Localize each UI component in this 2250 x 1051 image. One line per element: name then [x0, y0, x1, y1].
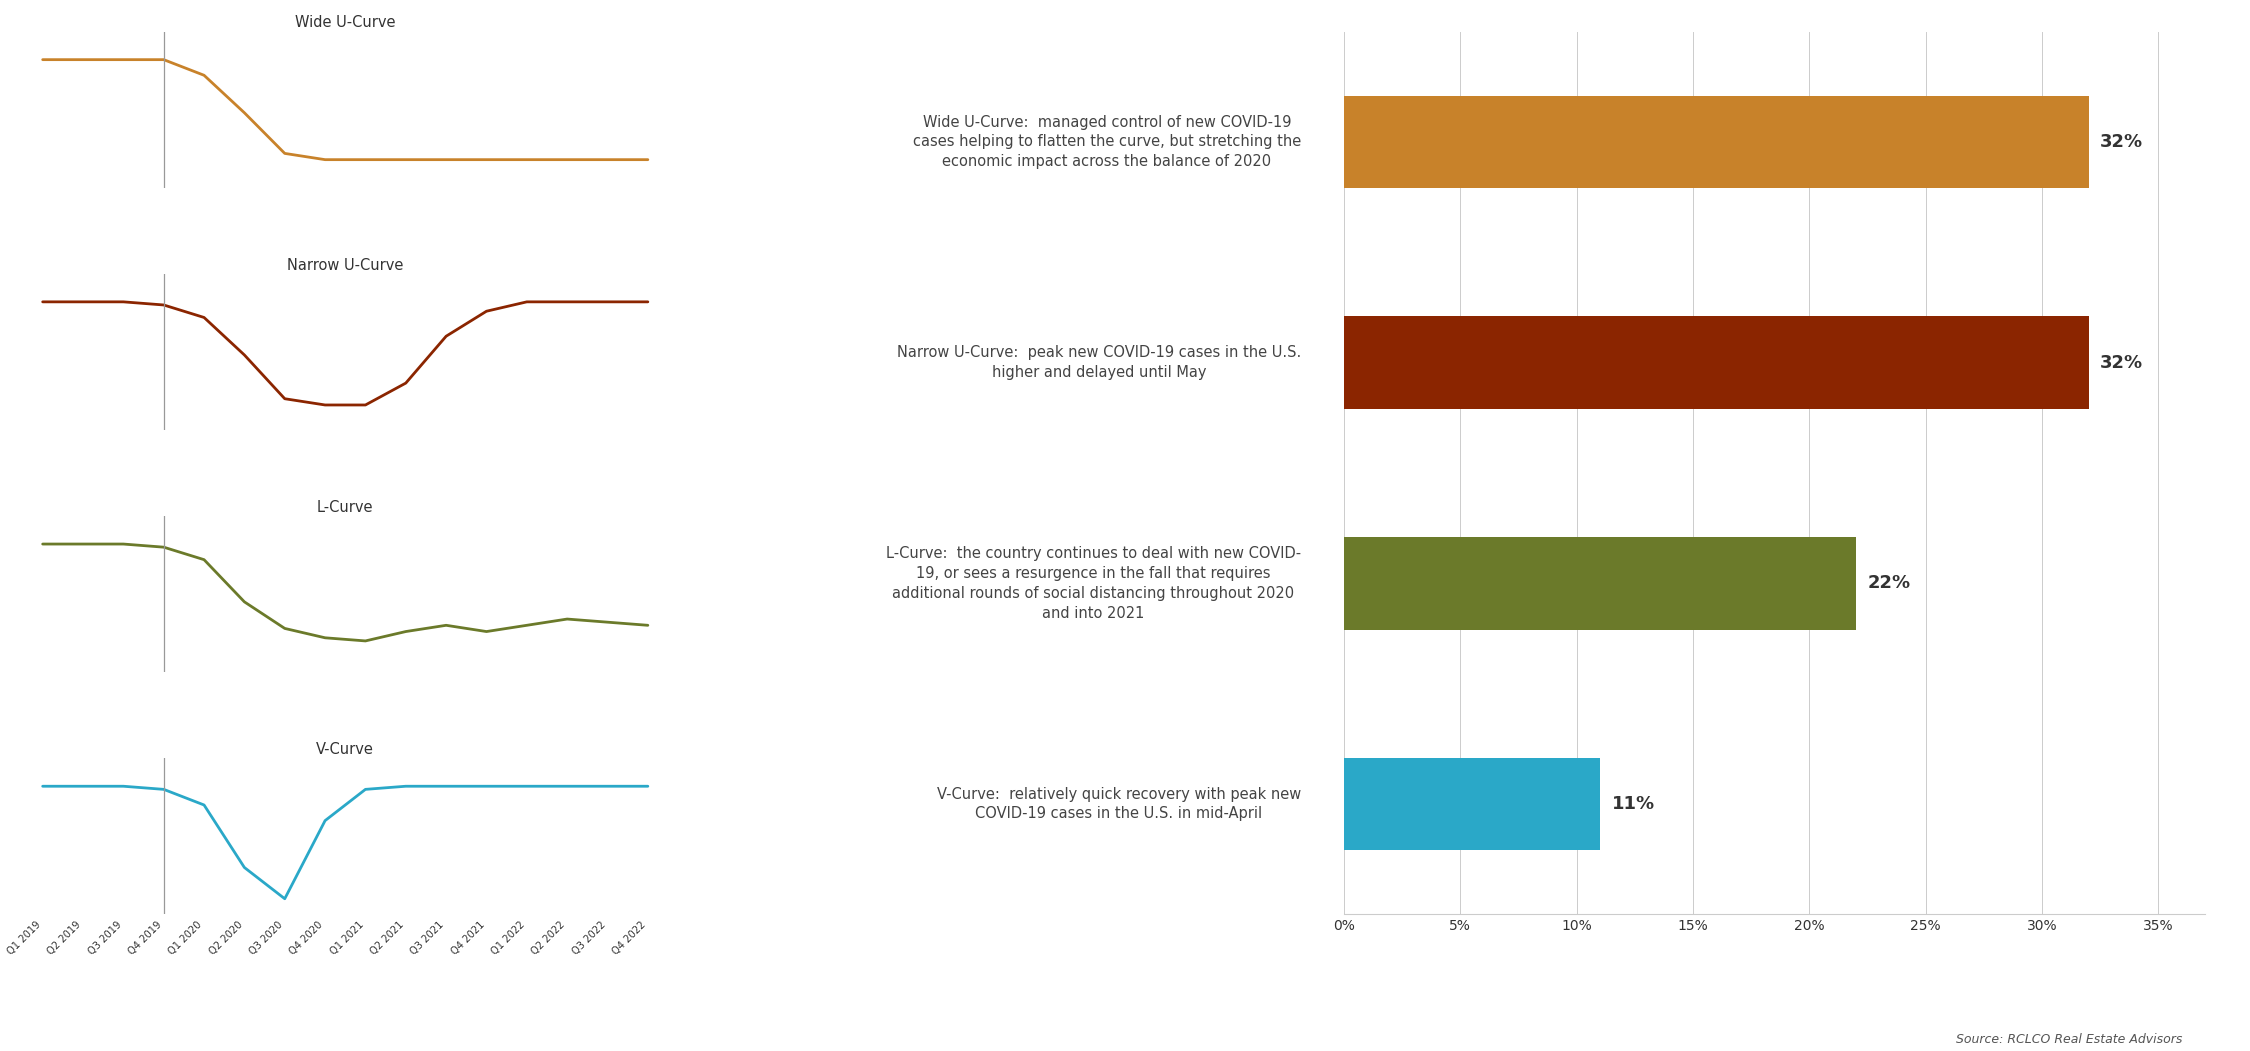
Bar: [1343, 758, 1600, 850]
Title: Wide U-Curve: Wide U-Curve: [295, 16, 396, 30]
Text: V-Curve:  relatively quick recovery with peak new
COVID-19 cases in the U.S. in : V-Curve: relatively quick recovery with …: [936, 786, 1300, 822]
Title: Narrow U-Curve: Narrow U-Curve: [288, 257, 403, 272]
Bar: [1343, 537, 1856, 630]
Text: 32%: 32%: [2099, 132, 2144, 151]
Text: 11%: 11%: [1611, 795, 1654, 813]
Text: Source: RCLCO Real Estate Advisors: Source: RCLCO Real Estate Advisors: [1955, 1033, 2182, 1046]
Bar: [1343, 316, 2088, 409]
Text: Narrow U-Curve:  peak new COVID-19 cases in the U.S.
higher and delayed until Ma: Narrow U-Curve: peak new COVID-19 cases …: [898, 345, 1300, 380]
Title: V-Curve: V-Curve: [317, 742, 374, 757]
Text: Wide U-Curve:  managed control of new COVID-19
cases helping to flatten the curv: Wide U-Curve: managed control of new COV…: [914, 115, 1300, 169]
Text: 22%: 22%: [1868, 574, 1910, 593]
Title: L-Curve: L-Curve: [317, 500, 374, 515]
Text: 32%: 32%: [2099, 353, 2144, 372]
Text: L-Curve:  the country continues to deal with new COVID-
19, or sees a resurgence: L-Curve: the country continues to deal w…: [886, 547, 1300, 620]
Bar: [1343, 96, 2088, 188]
